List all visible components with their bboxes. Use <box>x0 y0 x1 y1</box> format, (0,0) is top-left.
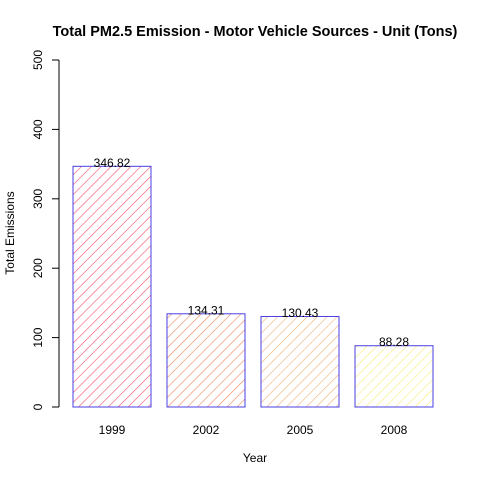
data-label: 130.43 <box>282 306 319 320</box>
x-axis-tick-labels: 1999 2002 2005 2008 <box>99 423 408 437</box>
y-tick-label: 300 <box>31 188 45 208</box>
y-axis-label: Total Emissions <box>3 191 17 274</box>
y-tick-label: 400 <box>31 119 45 139</box>
y-tick-label: 500 <box>31 50 45 70</box>
chart-title: Total PM2.5 Emission - Motor Vehicle Sou… <box>53 24 458 40</box>
bar-2005 <box>260 315 340 408</box>
data-labels-group: 346.82 134.31 130.43 88.28 <box>94 156 410 349</box>
bar-1999 <box>72 165 152 408</box>
bars-group <box>72 165 434 408</box>
x-tick-label: 2005 <box>287 423 314 437</box>
y-tick-label: 0 <box>31 403 45 410</box>
x-tick-label: 1999 <box>99 423 126 437</box>
data-label: 346.82 <box>94 156 131 170</box>
y-tick-label: 200 <box>31 258 45 278</box>
y-axis-ticks: 0 100 200 300 400 500 <box>31 50 59 410</box>
bar-2002 <box>166 313 246 408</box>
x-axis-label: Year <box>243 451 267 465</box>
data-label: 134.31 <box>188 303 225 317</box>
x-tick-label: 2008 <box>381 423 408 437</box>
x-tick-label: 2002 <box>193 423 220 437</box>
bar-2008 <box>354 345 434 408</box>
y-tick-label: 100 <box>31 327 45 347</box>
data-label: 88.28 <box>379 335 409 349</box>
